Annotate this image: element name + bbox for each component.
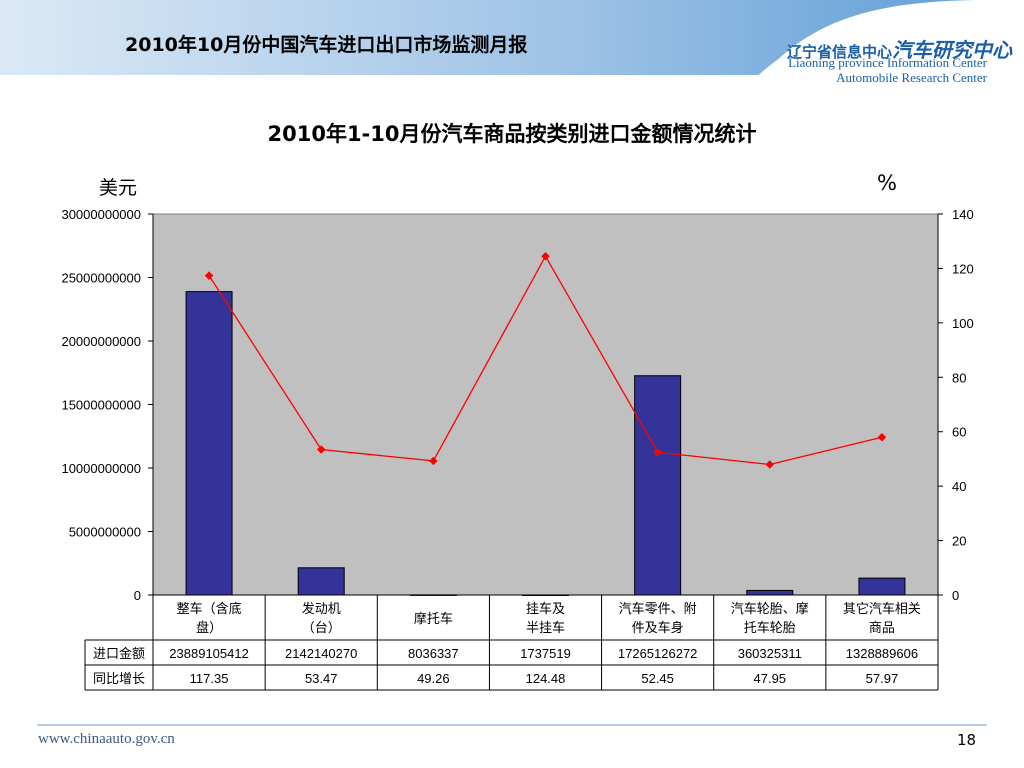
bar xyxy=(858,577,906,596)
org-name-en-1: Liaoning province Information Center xyxy=(788,55,987,70)
category-label: 其它汽车相关商品 xyxy=(843,601,921,636)
category-label: 挂车及半挂车 xyxy=(526,601,565,636)
report-title: 2010年10月份中国汽车进口出口市场监测月报 xyxy=(125,34,528,56)
line-point xyxy=(765,460,775,469)
data-label: 1737519 xyxy=(520,646,571,661)
bar xyxy=(746,589,794,596)
page-number: 18 xyxy=(957,731,977,749)
bar xyxy=(522,594,569,596)
data-label: 8036337 xyxy=(408,646,459,661)
bar xyxy=(409,594,457,596)
data-label: 49.26 xyxy=(417,671,450,686)
y-tick-label: 15000000000 xyxy=(61,398,141,413)
org-name-cn-small: 辽宁省信息中心 xyxy=(787,43,893,61)
y-tick-label: 25000000000 xyxy=(61,271,141,286)
category-label: 发动机（台） xyxy=(302,601,341,636)
y2-tick-label: 60 xyxy=(952,425,966,440)
chart-title: 2010年1-10月份汽车商品按类别进口金额情况统计 xyxy=(267,122,757,146)
data-label: 124.48 xyxy=(526,671,566,686)
bar xyxy=(297,567,345,596)
data-label: 47.95 xyxy=(754,671,787,686)
row-header: 同比增长 xyxy=(93,672,145,687)
line-point xyxy=(204,271,214,280)
line-point xyxy=(877,432,887,442)
data-label: 117.35 xyxy=(190,671,229,686)
y2-tick-label: 40 xyxy=(952,479,966,494)
y-axis-unit-left: 美元 xyxy=(99,177,138,199)
data-label: 57.97 xyxy=(866,671,899,686)
row-header: 进口金额 xyxy=(93,646,145,662)
y2-tick-label: 100 xyxy=(952,316,974,331)
data-label: 53.47 xyxy=(305,671,338,686)
category-label: 汽车零件、附件及车身 xyxy=(619,601,697,636)
data-label: 17265126272 xyxy=(618,646,698,661)
footer-url: www.chinaauto.gov.cn xyxy=(38,731,175,747)
footer-divider xyxy=(37,724,987,726)
org-name-cn-big: 汽车研究中心 xyxy=(892,38,1013,62)
y2-tick-label: 120 xyxy=(952,261,974,276)
line-point xyxy=(429,456,438,466)
bar xyxy=(634,375,682,596)
data-label: 23889105412 xyxy=(169,646,249,661)
data-label: 1328889606 xyxy=(846,646,918,661)
y2-tick-label: 20 xyxy=(952,534,966,549)
category-label: 汽车轮胎、摩托车轮胎 xyxy=(731,601,809,636)
y2-tick-label: 140 xyxy=(952,207,974,222)
y-tick-label: 10000000000 xyxy=(61,461,141,476)
line-point xyxy=(653,448,662,457)
data-label: 2142140270 xyxy=(285,646,357,661)
org-name-cn: 辽宁省信息中心汽车研究中心 xyxy=(787,34,1012,63)
plot-area xyxy=(152,213,939,596)
y2-tick-label: 0 xyxy=(952,588,959,603)
category-label: 摩托车 xyxy=(414,611,453,627)
line-point xyxy=(316,445,326,454)
y-axis-unit-right: % xyxy=(877,171,897,195)
y-tick-label: 30000000000 xyxy=(61,207,141,222)
data-label: 52.45 xyxy=(641,671,674,686)
org-name-en-2: Automobile Research Center xyxy=(836,70,987,85)
y2-tick-label: 80 xyxy=(952,370,966,385)
bar xyxy=(185,291,233,596)
y-tick-label: 0 xyxy=(134,588,141,603)
data-label: 360325311 xyxy=(738,646,802,661)
y-tick-label: 5000000000 xyxy=(69,525,141,540)
header-band xyxy=(0,0,1024,110)
category-label: 整车（含底盘） xyxy=(177,601,242,636)
y-tick-label: 20000000000 xyxy=(61,334,141,349)
